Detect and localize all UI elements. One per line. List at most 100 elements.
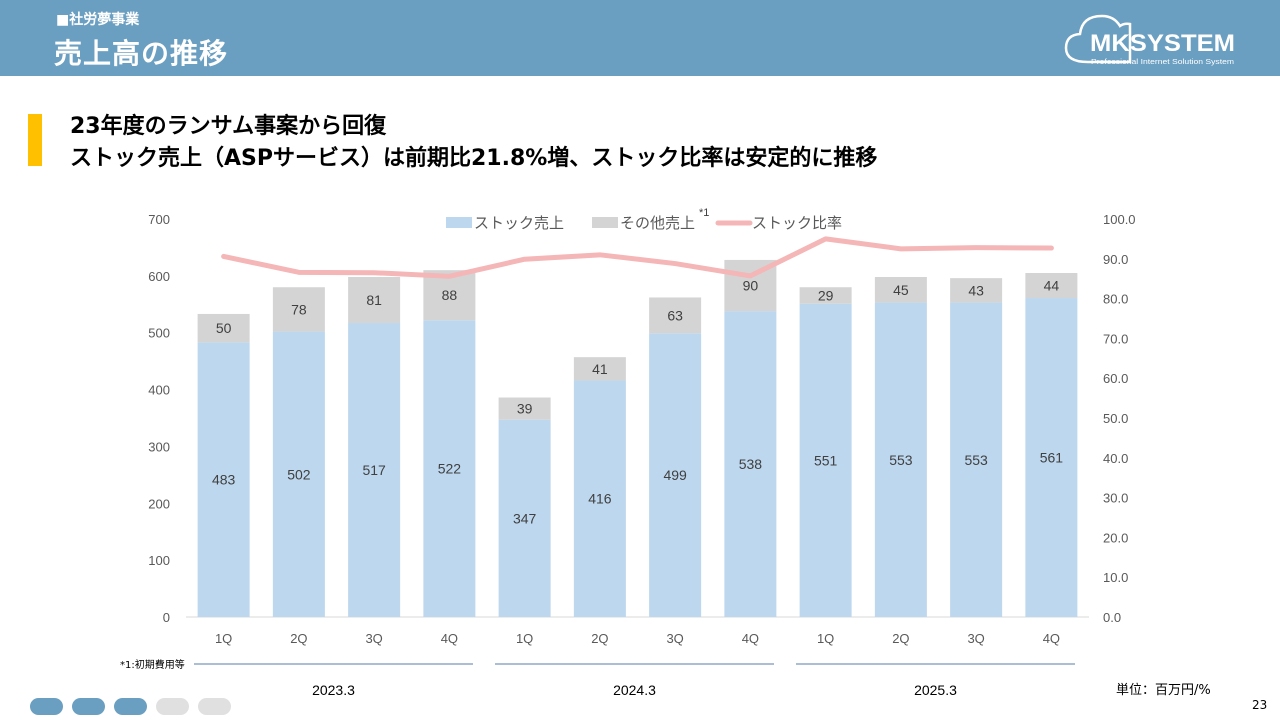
x-tick-label: 2Q <box>290 631 307 646</box>
y-left-tick-label: 0 <box>163 610 170 625</box>
y-left-tick-label: 700 <box>148 212 170 227</box>
legend-label-ratio: ストック比率 <box>752 215 842 232</box>
y-left-tick-label: 200 <box>148 496 170 511</box>
x-tick-label: 1Q <box>817 631 834 646</box>
group-label: 2023.3 <box>312 682 355 698</box>
stock-data-label: 416 <box>588 491 612 507</box>
ratio-line <box>221 236 1054 279</box>
other-data-label: 45 <box>893 282 909 298</box>
unit-label: 単位：百万円/% <box>1116 683 1211 698</box>
other-data-label: 90 <box>743 278 759 294</box>
stock-bar <box>197 342 250 617</box>
other-data-label: 63 <box>667 307 683 323</box>
stock-bar <box>498 419 551 617</box>
y-right-tick-label: 10.0 <box>1103 570 1128 585</box>
x-tick-label: 1Q <box>215 631 232 646</box>
other-bar <box>197 313 250 343</box>
y-right-tick-label: 30.0 <box>1103 491 1128 506</box>
stock-data-label: 551 <box>814 452 838 468</box>
x-tick-label: 4Q <box>742 631 759 646</box>
other-bar <box>1025 273 1078 299</box>
group-label: 2024.3 <box>613 682 656 698</box>
stock-data-label: 517 <box>362 462 386 478</box>
stock-bar <box>573 380 626 617</box>
stock-data-label: 561 <box>1040 450 1064 466</box>
x-tick-label: 3Q <box>666 631 683 646</box>
other-data-label: 81 <box>366 292 382 308</box>
other-bar <box>874 276 927 303</box>
legend-swatch-stock <box>446 217 472 228</box>
headline-line-1: 23年度のランサム事案から回復 <box>70 114 387 139</box>
other-bar <box>498 397 551 420</box>
y-right-tick-label: 50.0 <box>1103 411 1128 426</box>
y-left-tick-label: 400 <box>148 383 170 398</box>
stock-data-label: 538 <box>739 456 763 472</box>
progress-dot <box>72 698 105 715</box>
stock-bar <box>874 302 927 617</box>
y-left-tick-label: 500 <box>148 326 170 341</box>
stock-data-label: 347 <box>513 510 537 526</box>
legend-label-stock: ストック売上 <box>474 215 564 232</box>
stock-data-label: 553 <box>964 452 988 468</box>
page-number: 23 <box>1252 698 1268 712</box>
other-data-label: 29 <box>818 287 834 303</box>
other-bar <box>272 287 325 332</box>
y-right-tick-label: 20.0 <box>1103 530 1128 545</box>
legend-note-other: *1 <box>699 207 709 219</box>
x-tick-label: 4Q <box>1043 631 1060 646</box>
y-right-tick-label: 0.0 <box>1103 610 1121 625</box>
stock-bar <box>423 320 476 617</box>
logo-text: MKSYSTEM <box>1090 30 1235 57</box>
progress-dot <box>30 698 63 715</box>
stock-data-label: 502 <box>287 466 311 482</box>
legend-label-other: その他売上 <box>620 215 695 232</box>
x-tick-label: 2Q <box>892 631 909 646</box>
other-data-label: 88 <box>442 287 458 303</box>
section-label: ■社労夢事業 <box>56 12 140 28</box>
x-tick-label: 3Q <box>967 631 984 646</box>
progress-dot <box>198 698 231 715</box>
progress-dot <box>156 698 189 715</box>
logo-tagline: Professional Internet Solution System <box>1091 57 1234 66</box>
other-bar <box>348 276 401 324</box>
stock-bar <box>649 333 702 617</box>
legend-swatch-other <box>592 217 618 228</box>
page-title: 売上高の推移 <box>54 37 229 70</box>
other-data-label: 78 <box>291 301 307 317</box>
progress-dot <box>114 698 147 715</box>
stock-data-label: 553 <box>889 452 913 468</box>
other-data-label: 41 <box>592 361 608 377</box>
stock-data-label: 522 <box>438 461 462 477</box>
y-right-tick-label: 90.0 <box>1103 252 1128 267</box>
y-right-tick-label: 80.0 <box>1103 292 1128 307</box>
stock-bar <box>348 323 401 617</box>
group-label: 2025.3 <box>914 682 957 698</box>
stock-bar <box>724 311 777 617</box>
other-data-label: 43 <box>968 282 984 298</box>
other-data-label: 50 <box>216 320 232 336</box>
y-left-tick-label: 100 <box>148 553 170 568</box>
x-tick-label: 3Q <box>365 631 382 646</box>
y-right-tick-label: 60.0 <box>1103 371 1128 386</box>
logo-cloud-icon <box>1064 14 1132 64</box>
stock-bar <box>1025 298 1078 617</box>
other-bar <box>573 357 626 381</box>
stock-bar <box>272 331 325 617</box>
other-data-label: 44 <box>1044 278 1060 294</box>
company-logo: MKSYSTEM Professional Internet Solution … <box>1064 14 1235 66</box>
progress-dots <box>30 698 231 715</box>
x-tick-label: 4Q <box>441 631 458 646</box>
stock-data-label: 483 <box>212 472 236 488</box>
header-bar: ■社労夢事業 売上高の推移 MKSYSTEM Professional Inte… <box>0 0 1280 76</box>
headline-line-2: ストック売上（ASPサービス）は前期比21.8%増、ストック比率は安定的に推移 <box>70 146 878 171</box>
other-data-label: 39 <box>517 401 533 417</box>
footnote: *1:初期費用等 <box>120 660 185 671</box>
other-bar <box>950 278 1003 303</box>
other-bar <box>799 287 852 304</box>
headline-accent-bar <box>28 114 42 166</box>
x-tick-label: 2Q <box>591 631 608 646</box>
x-tick-label: 1Q <box>516 631 533 646</box>
other-bar <box>649 297 702 334</box>
stock-bar <box>950 302 1003 617</box>
